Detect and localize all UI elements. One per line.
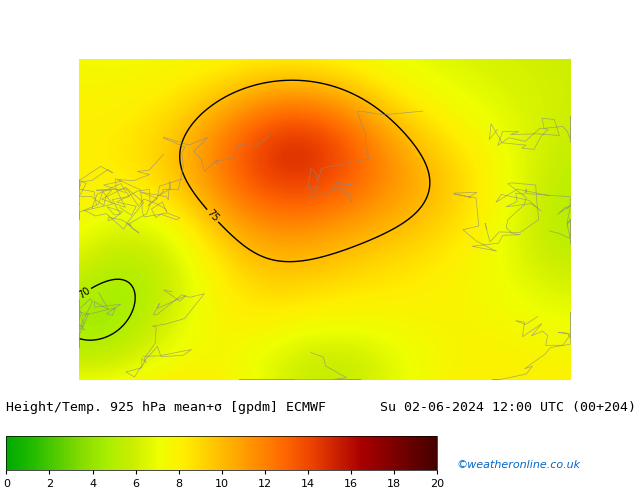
- Text: 70: 70: [76, 285, 92, 301]
- Text: Height/Temp. 925 hPa mean+σ [gpdm] ECMWF: Height/Temp. 925 hPa mean+σ [gpdm] ECMWF: [6, 401, 327, 414]
- Text: 75: 75: [205, 208, 221, 224]
- Text: ©weatheronline.co.uk: ©weatheronline.co.uk: [456, 461, 581, 470]
- Text: Su 02-06-2024 12:00 UTC (00+204): Su 02-06-2024 12:00 UTC (00+204): [380, 401, 634, 414]
